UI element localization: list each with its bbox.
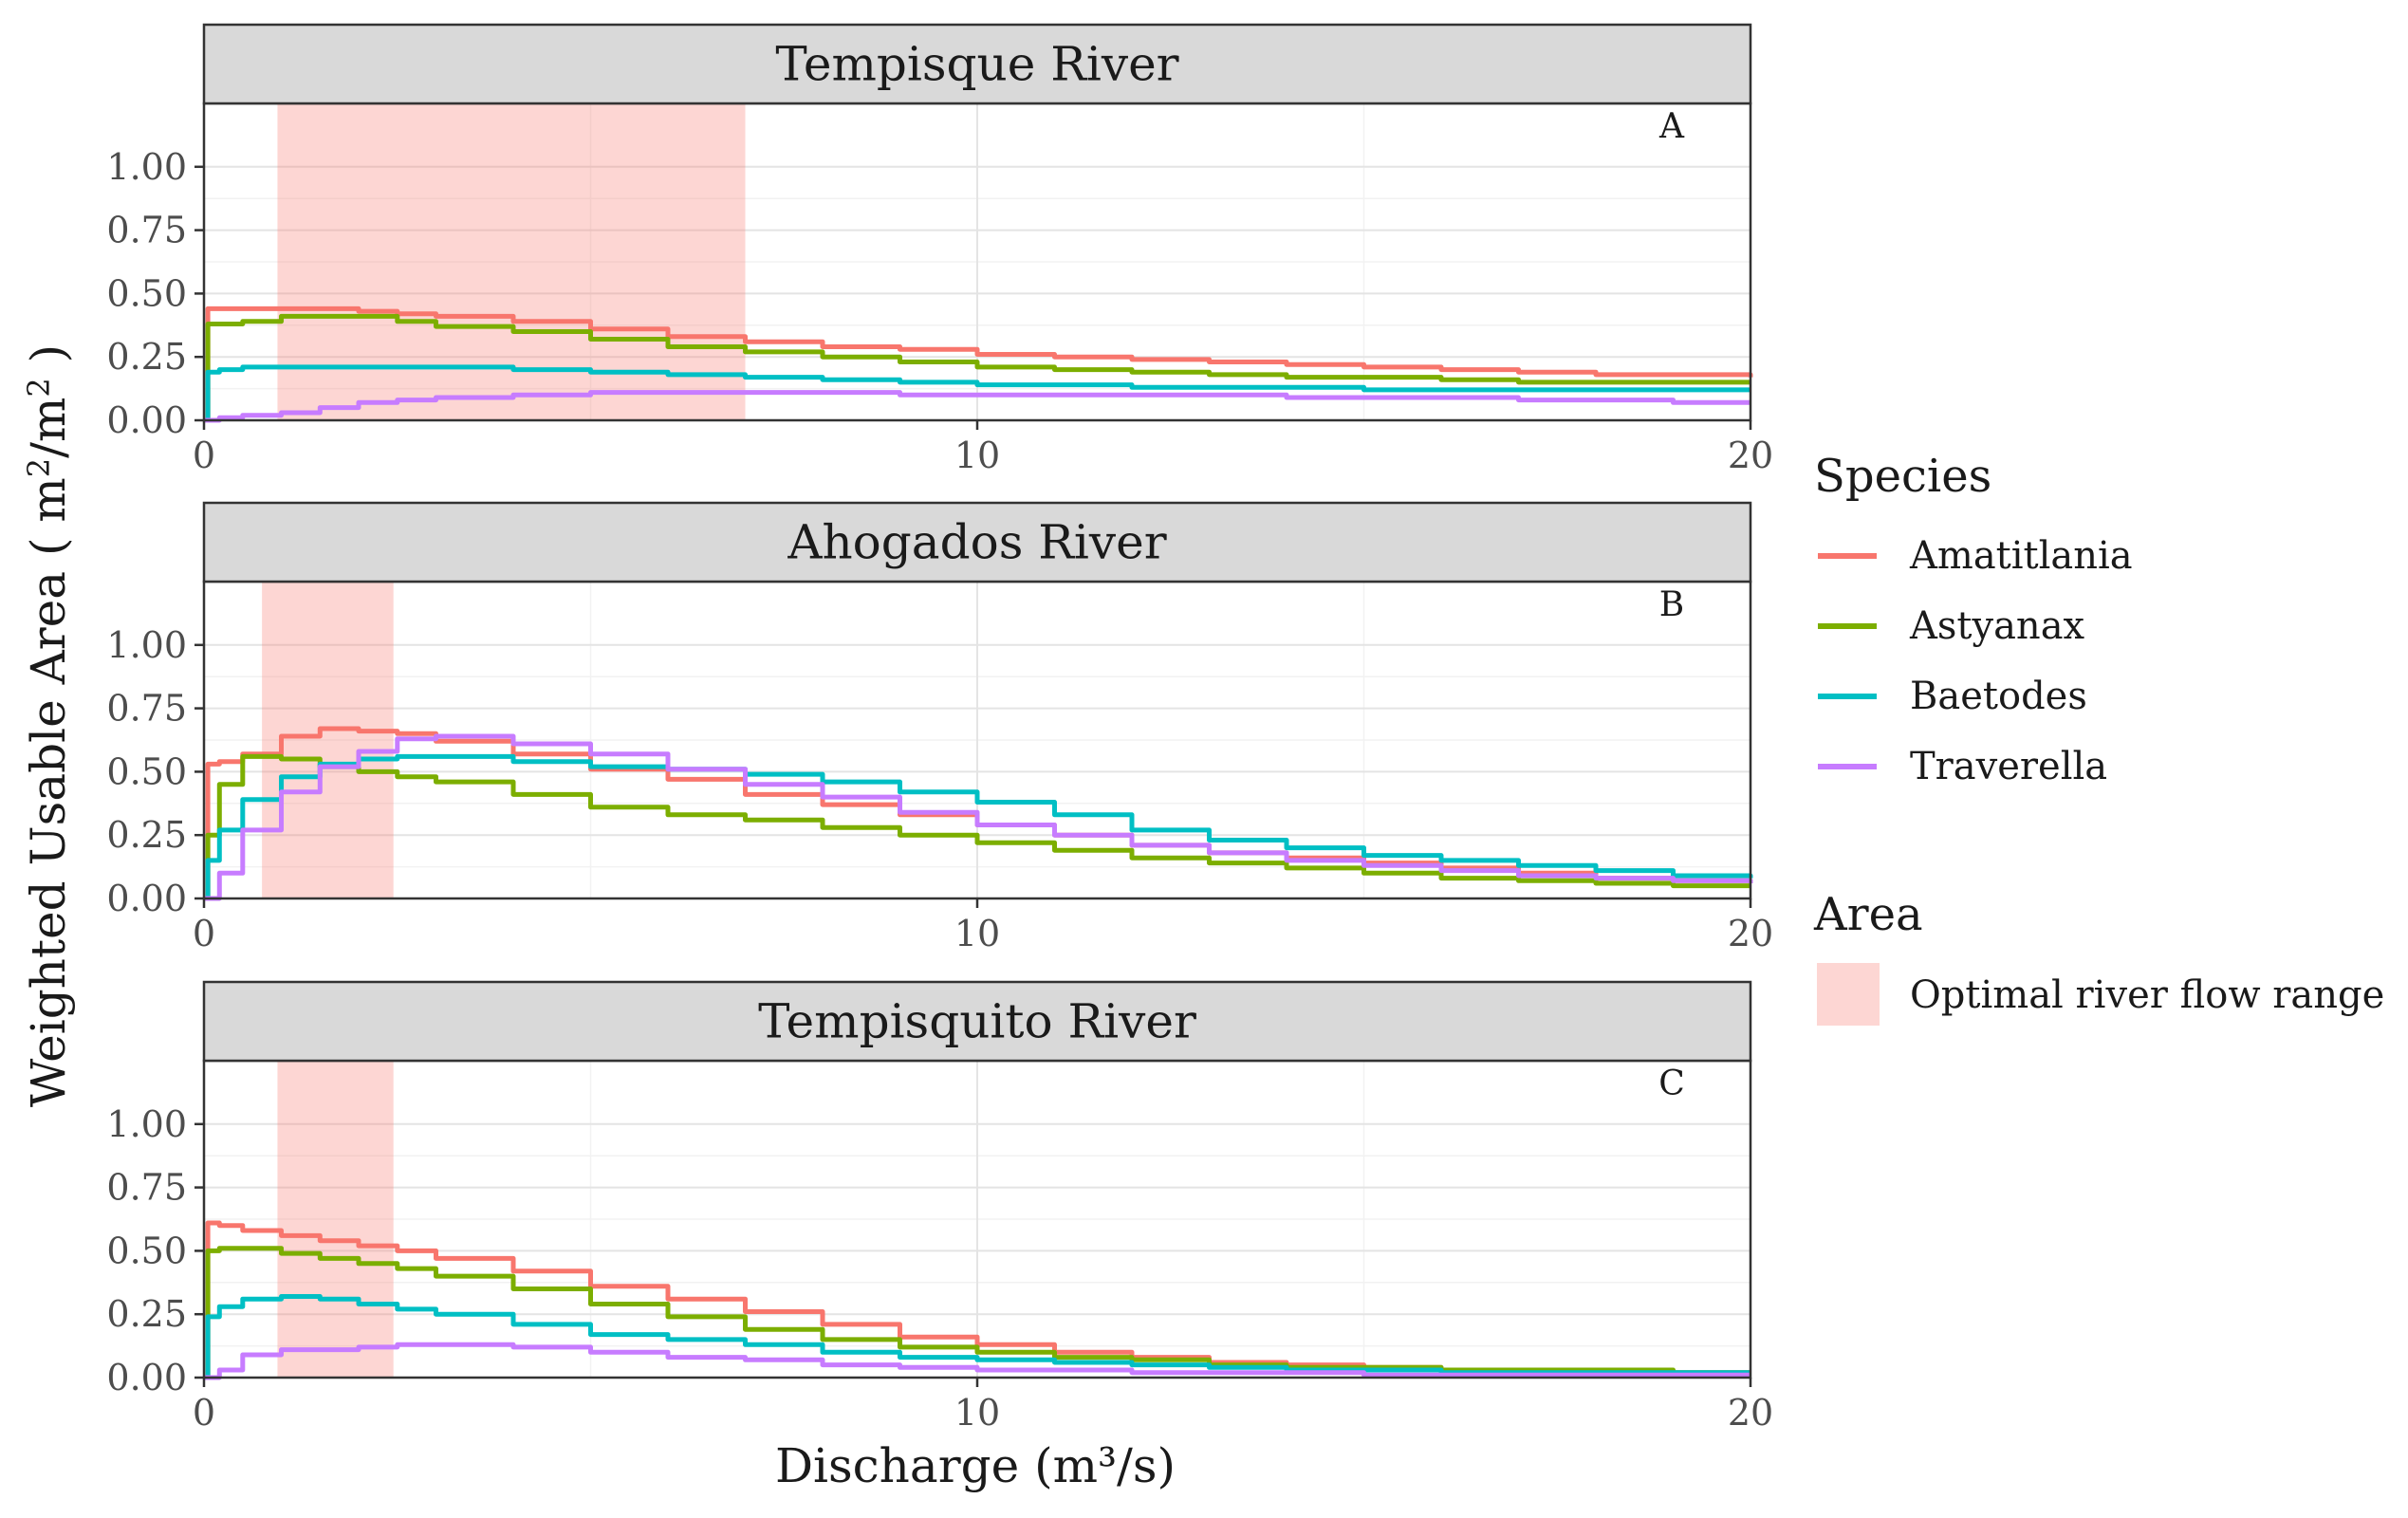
facet-strip [202, 23, 1752, 105]
x-tick-label: 0 [193, 435, 215, 476]
y-tick-label: 1.00 [106, 1103, 187, 1145]
y-tick-label: 1.00 [106, 146, 187, 188]
legend-key-optimal-range [1817, 963, 1880, 1026]
facet-strip [202, 980, 1752, 1063]
series-line-traverella [204, 733, 1753, 901]
panel-tag: A [1658, 107, 1685, 146]
panel-tag: B [1659, 585, 1684, 624]
x-tick-label: 0 [193, 1392, 215, 1434]
facet-strip-title: Tempisquito River [758, 994, 1196, 1049]
x-tick-label: 20 [1728, 913, 1773, 954]
legend-label-amatitlania: Amatitlania [1909, 534, 2133, 578]
y-tick-label: 0.00 [106, 1357, 187, 1398]
series-line-traverella [204, 390, 1750, 423]
series-line-baetodes [204, 364, 1750, 423]
x-axis-title: Discharge (m³/s) [775, 1438, 1176, 1493]
legend-label-baetodes: Baetodes [1910, 675, 2087, 718]
facet-strip-title: Ahogados River [787, 515, 1166, 570]
series-line-astyanax [204, 753, 1750, 901]
y-tick-label: 0.50 [106, 272, 187, 314]
y-tick-label: 0.00 [106, 878, 187, 919]
y-tick-label: 0.25 [106, 814, 187, 856]
legend-label-optimal-range: Optimal river flow range [1910, 973, 2384, 1017]
y-axis-title: Weighted Usable Area ( m2/m2 ) [21, 344, 76, 1107]
x-tick-label: 20 [1728, 435, 1773, 476]
legend-entry-traverella: Traverella [1818, 745, 2107, 788]
y-tick-label: 0.75 [106, 1167, 187, 1209]
facet-strip-title: Tempisque River [775, 37, 1178, 92]
x-tick-label: 10 [954, 913, 1000, 954]
series-line-baetodes [204, 753, 1753, 901]
area-legend-title: Area [1813, 888, 1923, 941]
x-tick-label: 20 [1728, 1392, 1773, 1434]
series-line-astyanax [204, 313, 1750, 423]
x-tick-label: 0 [193, 913, 215, 954]
species-legend: Species Amatitlania Astyanax Baetodes Tr… [1814, 450, 2133, 788]
y-tick-label: 0.00 [106, 399, 187, 441]
y-tick-label: 1.00 [106, 624, 187, 666]
y-tick-label: 0.25 [106, 336, 187, 378]
y-tick-label: 0.75 [106, 688, 187, 730]
panel-a: Tempisque River A 0.00 0.25 0.50 0.75 1.00 0 10 2… [106, 23, 1773, 476]
optimal-flow-range-band [262, 582, 394, 898]
legend-entry-baetodes: Baetodes [1818, 675, 2087, 718]
facet-panels: Tempisque River A 0.00 0.25 0.50 0.75 1.00 0 10 2… [106, 23, 1773, 1434]
x-tick-label: 10 [954, 435, 1000, 476]
y-tick-label: 0.75 [106, 210, 187, 251]
panel-b: Ahogados River B 0.00 0.25 0.50 0.75 1.00 0 10 20 [106, 501, 1773, 954]
legend-label-astyanax: Astyanax [1909, 604, 2085, 648]
facet-strip [202, 501, 1752, 583]
x-tick-label: 10 [954, 1392, 1000, 1434]
y-tick-label: 0.25 [106, 1293, 187, 1335]
legend-label-traverella: Traverella [1910, 745, 2107, 788]
legend-entry-astyanax: Astyanax [1818, 604, 2085, 648]
series-line-amatitlania [204, 305, 1753, 423]
optimal-flow-range-band [277, 1061, 394, 1378]
area-legend: Area Optimal river flow range [1813, 888, 2384, 1026]
series-line-astyanax [204, 1246, 1750, 1380]
y-tick-label: 0.50 [106, 750, 187, 792]
series-line-baetodes [204, 1294, 1750, 1380]
panel-c: Tempisquito River C 0.00 0.25 0.50 0.75 1.00 0 1… [106, 980, 1773, 1434]
y-tick-label: 0.50 [106, 1230, 187, 1271]
panel-tag: C [1658, 1064, 1685, 1103]
series-line-traverella [204, 1342, 1750, 1380]
species-legend-title: Species [1814, 450, 1991, 503]
legend-entry-amatitlania: Amatitlania [1818, 534, 2133, 578]
